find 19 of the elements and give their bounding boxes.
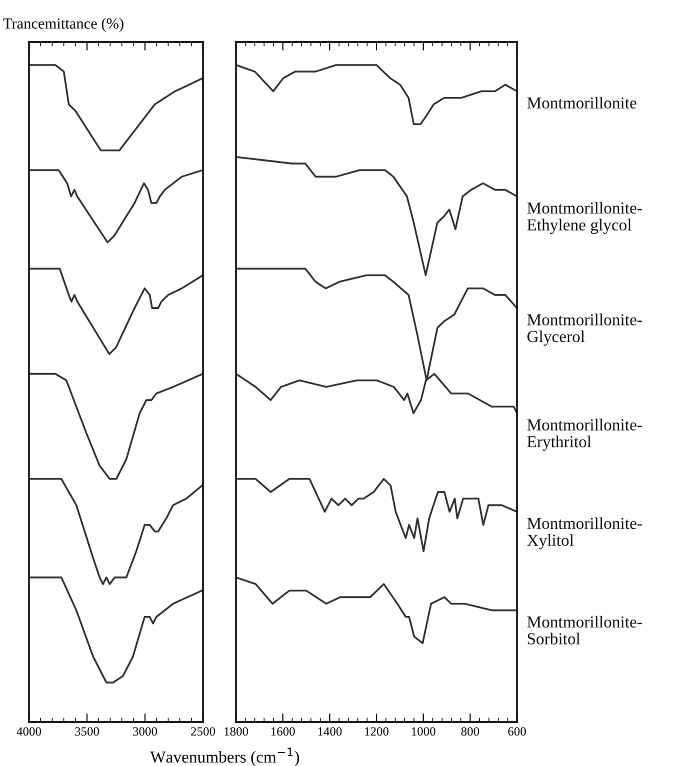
x-tick-label: 4000 bbox=[16, 727, 42, 736]
series-label: Montmorillonite- Ethylene glycol bbox=[527, 202, 642, 234]
series-label: Montmorillonite- Sorbitol bbox=[527, 616, 642, 644]
x-tick-label: 2500 bbox=[191, 727, 216, 736]
series-label: Montmorillonite- Glycerol bbox=[527, 314, 642, 346]
x-tick-label: 3500 bbox=[75, 727, 100, 736]
series-label: Montmorillonite- Xylitol bbox=[527, 517, 642, 550]
x-tick-label: 800 bbox=[461, 727, 480, 736]
y-axis-title: Trancemittance (%) bbox=[3, 18, 124, 32]
x-tick-label: 1600 bbox=[271, 727, 295, 736]
x-tick-label: 1000 bbox=[412, 727, 436, 736]
x-tick-label: 1400 bbox=[318, 727, 342, 736]
x-tick-label: 1800 bbox=[224, 727, 248, 736]
x-tick-label: 3000 bbox=[133, 727, 158, 736]
x-tick-label: 600 bbox=[508, 727, 526, 736]
series-label: Montmorillonite- Erythritol bbox=[527, 418, 642, 451]
x-axis-title: Wavenumbers (cm$^{−1}$) bbox=[150, 748, 300, 766]
x-tick-label: 1200 bbox=[365, 727, 389, 736]
series-label: Montmorillonite bbox=[527, 96, 636, 109]
